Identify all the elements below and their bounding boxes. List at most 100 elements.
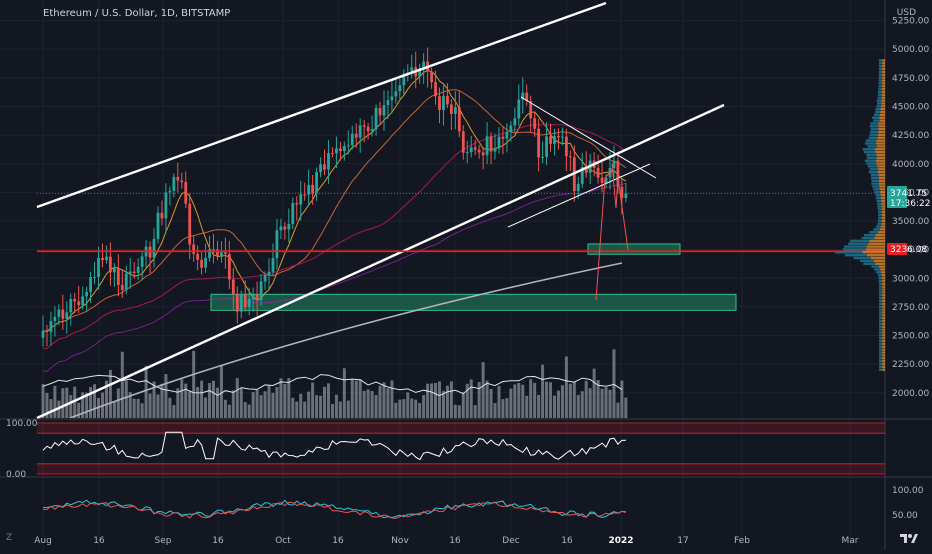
candle-body — [168, 190, 172, 193]
volume-bar — [362, 390, 366, 418]
profile-bar — [882, 73, 885, 77]
price-axis[interactable]: 5250.00 5000.00 4750.00 4500.00 4250.00 4000.… — [892, 17, 929, 399]
candle-body — [69, 298, 73, 313]
profile-bar — [880, 225, 885, 228]
symbol-title[interactable]: Ethereum / U.S. Dollar, 1D, BITSTAMP — [43, 8, 230, 19]
time-tick-label: Sep — [155, 536, 172, 546]
current-price-label: 3741.75 17:36:22 — [887, 186, 930, 209]
profile-bar — [882, 339, 885, 343]
oscillator-pane[interactable]: 100.00 0.00 — [6, 419, 885, 480]
candle-body — [307, 184, 311, 195]
candle-body — [212, 249, 215, 251]
profile-bar — [877, 145, 885, 148]
profile-bar — [878, 294, 883, 297]
volume-bar — [358, 379, 362, 418]
candle-body — [596, 167, 600, 178]
overlay-lines — [37, 69, 885, 418]
profile-bar — [877, 219, 882, 223]
profile-bar — [882, 288, 885, 291]
candle-body — [331, 153, 334, 155]
profile-bar — [878, 59, 883, 62]
profile-bar — [878, 76, 883, 79]
profile-bar — [879, 228, 885, 231]
volume-bar — [231, 390, 235, 418]
profile-bar — [881, 102, 885, 105]
oscillator-line — [42, 431, 626, 461]
candle-body — [89, 277, 92, 292]
profile-bar — [882, 76, 885, 79]
profile-bar — [879, 116, 885, 119]
overbought-band — [37, 423, 885, 434]
candle-body — [580, 167, 584, 184]
profile-bar — [866, 153, 877, 157]
candle-body — [505, 131, 509, 139]
tradingview-logo-icon[interactable] — [900, 534, 918, 543]
profile-bar — [875, 193, 881, 197]
candle-body — [303, 194, 307, 196]
candle-body — [65, 312, 69, 319]
profile-bar — [881, 216, 885, 220]
profile-bar — [879, 314, 883, 317]
profile-bar — [879, 337, 883, 340]
profile-bar — [867, 145, 878, 148]
profile-bar — [865, 248, 885, 251]
candle-body — [267, 271, 271, 276]
candle-body — [485, 136, 489, 156]
candle-body — [208, 249, 211, 258]
price-tick-label: 2750.00 — [892, 303, 929, 313]
candle-body — [172, 176, 176, 191]
volume-bar — [251, 392, 255, 418]
profile-bar — [881, 93, 885, 97]
candle-body — [53, 316, 57, 322]
time-axis[interactable]: Aug 16 Sep 16 Oct 16 Nov 16 Dec 16 2022 17 Feb Mar — [34, 536, 859, 546]
volume-bar — [509, 388, 513, 418]
candle-body — [112, 268, 116, 273]
volume-bar — [469, 379, 473, 418]
volume-bar — [259, 395, 263, 418]
candle-body — [61, 309, 65, 319]
candle-body — [620, 186, 624, 199]
profile-bar — [881, 222, 885, 225]
profile-bar — [878, 73, 883, 77]
volume-bar — [386, 388, 390, 418]
profile-bar — [882, 87, 885, 91]
profile-bar — [878, 296, 883, 300]
profile-bar — [881, 219, 885, 223]
profile-bar — [881, 199, 885, 202]
lower-indicator-pane[interactable]: 100.00 50.00 — [42, 486, 924, 521]
volume-bar — [334, 394, 338, 418]
timezone-button[interactable]: Z — [6, 533, 12, 543]
candle-body — [442, 95, 445, 111]
lower-channel-line — [36, 103, 725, 420]
profile-bar — [878, 79, 883, 82]
volume-bar — [461, 392, 465, 418]
profile-bar — [881, 211, 885, 214]
profile-bar — [878, 288, 883, 291]
profile-bar — [879, 305, 883, 308]
profile-bar — [881, 99, 885, 102]
profile-bar — [882, 279, 885, 283]
candle-body — [319, 164, 322, 173]
time-tick-label: 16 — [332, 536, 344, 546]
volume-bar — [263, 391, 267, 418]
profile-bar — [878, 133, 885, 137]
supply-zone-small — [587, 243, 681, 255]
time-tick-label: 16 — [449, 536, 461, 546]
candle-body — [275, 230, 279, 259]
volume-bar — [354, 380, 358, 418]
candle-body — [612, 160, 616, 168]
profile-bar — [862, 148, 875, 151]
profile-bar — [876, 153, 885, 157]
profile-bar — [864, 233, 876, 237]
profile-bar — [870, 176, 879, 180]
profile-bar — [879, 368, 883, 371]
candle-body — [136, 266, 140, 273]
volume-bar — [525, 395, 529, 418]
currency-label[interactable]: USD — [897, 8, 916, 18]
profile-bar — [867, 165, 878, 168]
candle-body — [545, 136, 548, 157]
price-tick-label: 2250.00 — [892, 360, 929, 370]
profile-bar — [873, 119, 880, 122]
profile-bar — [879, 316, 883, 320]
profile-bar — [874, 268, 881, 271]
